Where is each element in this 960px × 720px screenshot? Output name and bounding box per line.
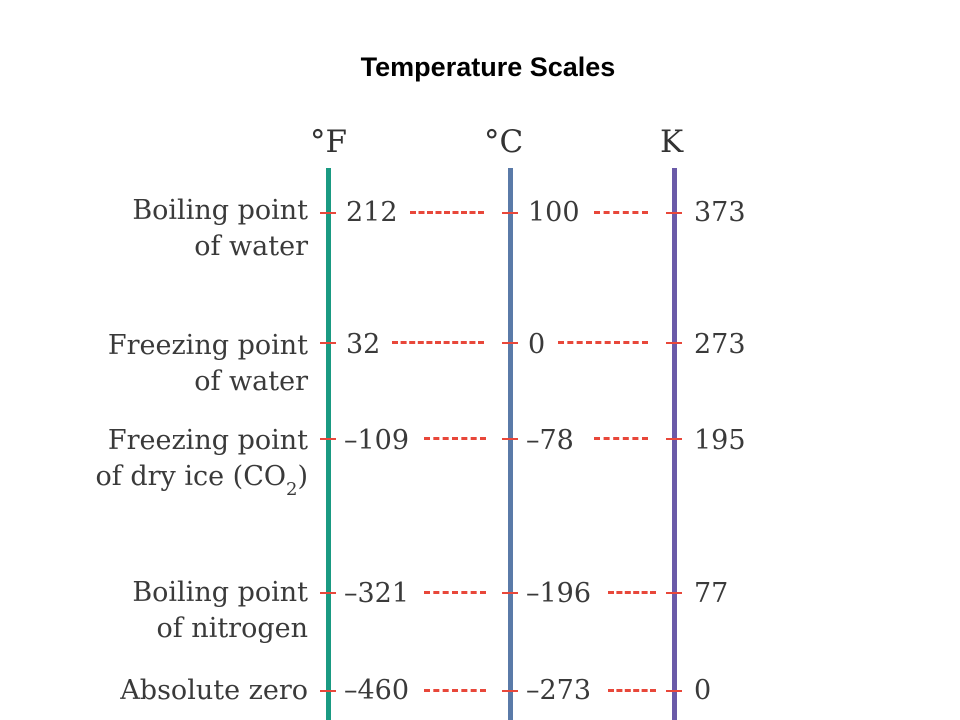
dash-c-k <box>558 341 648 344</box>
value-k: 373 <box>694 197 746 228</box>
tick-c <box>502 212 518 214</box>
dash-f-c <box>410 211 484 214</box>
tick-f <box>320 592 336 594</box>
value-f: 32 <box>346 329 381 360</box>
label-line2: of water <box>194 231 308 262</box>
dash-c-k <box>608 591 656 594</box>
tick-c <box>502 690 518 692</box>
label-line1: Boiling point <box>132 577 308 608</box>
tick-f <box>320 438 336 440</box>
dash-c-k <box>594 437 648 440</box>
label-line1: Boiling point <box>132 195 308 226</box>
label-line2-text: of dry ice (CO <box>95 461 286 492</box>
value-c: –273 <box>526 675 592 706</box>
label-line1: Freezing point <box>107 330 308 361</box>
label-line2: of water <box>194 366 308 397</box>
value-k: 0 <box>694 675 712 706</box>
tick-k <box>666 212 682 214</box>
label-subscript: 2 <box>286 479 298 500</box>
dash-c-k <box>594 211 648 214</box>
tick-c <box>502 438 518 440</box>
tick-f <box>320 212 336 214</box>
value-f: 212 <box>346 197 398 228</box>
point-label-boiling-nitrogen: Boiling point of nitrogen <box>132 575 308 647</box>
value-k: 273 <box>694 329 746 360</box>
value-c: –196 <box>526 578 592 609</box>
dash-c-k <box>608 689 656 692</box>
point-label-absolute-zero: Absolute zero <box>120 673 308 709</box>
label-line1: Freezing point <box>107 425 308 456</box>
celsius-scale-header: °C <box>484 124 524 160</box>
label-line2-end: ) <box>297 461 308 492</box>
page-title: Temperature Scales <box>360 52 616 82</box>
value-c: 0 <box>528 329 546 360</box>
fahrenheit-scale-header: °F <box>310 124 348 160</box>
label-line2: of dry ice (CO2) <box>95 459 308 500</box>
kelvin-axis <box>672 168 677 720</box>
value-f: –321 <box>344 578 410 609</box>
tick-k <box>666 690 682 692</box>
tick-k <box>666 342 682 344</box>
tick-c <box>502 342 518 344</box>
tick-f <box>320 342 336 344</box>
value-c: –78 <box>526 425 574 456</box>
tick-c <box>502 592 518 594</box>
tick-k <box>666 592 682 594</box>
dash-f-c <box>424 591 486 594</box>
kelvin-scale-header: K <box>660 124 684 160</box>
tick-f <box>320 690 336 692</box>
dash-f-c <box>424 437 486 440</box>
point-label-freezing-dry-ice: Freezing point of dry ice (CO2) <box>95 423 308 500</box>
point-label-boiling-water: Boiling point of water <box>132 193 308 265</box>
dash-f-c <box>392 341 484 344</box>
fahrenheit-axis <box>326 168 331 720</box>
celsius-axis <box>508 168 513 720</box>
point-label-freezing-water: Freezing point of water <box>108 328 308 400</box>
label-line1: Absolute zero <box>120 675 308 706</box>
value-f: –109 <box>344 425 410 456</box>
value-f: –460 <box>344 675 410 706</box>
value-k: 77 <box>694 578 729 609</box>
tick-k <box>666 438 682 440</box>
value-k: 195 <box>694 425 746 456</box>
label-line2: of nitrogen <box>156 613 308 644</box>
value-c: 100 <box>528 197 580 228</box>
dash-f-c <box>424 689 486 692</box>
